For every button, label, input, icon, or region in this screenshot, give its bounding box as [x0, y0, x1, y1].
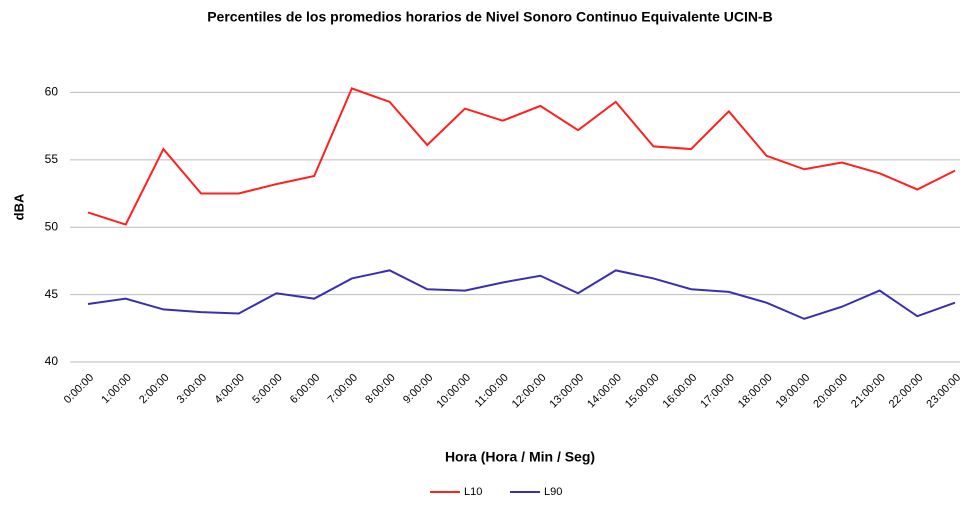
y-tick-label: 55	[45, 152, 59, 166]
x-tick-label: 11:00:00	[473, 372, 511, 410]
series-line	[87, 269, 956, 320]
x-tick-label: 3:00:00	[175, 372, 209, 406]
plot-area	[70, 52, 960, 362]
legend-label: L10	[464, 486, 482, 498]
chart-title: Percentiles de los promedios horarios de…	[207, 9, 773, 25]
x-tick-label: 19:00:00	[774, 372, 813, 411]
x-tick-label: 13:00:00	[547, 372, 586, 411]
x-tick-label: 6:00:00	[288, 372, 322, 406]
x-tick-label: 21:00:00	[849, 372, 888, 411]
x-tick-label: 10:00:00	[434, 372, 473, 411]
x-tick-label: 16:00:00	[661, 372, 700, 411]
y-tick-label: 40	[45, 354, 59, 368]
x-tick-label: 18:00:00	[736, 372, 775, 411]
x-tick-label: 22:00:00	[887, 372, 926, 411]
y-tick-label: 45	[45, 287, 59, 301]
legend-label: L90	[544, 486, 562, 498]
series-line	[87, 87, 956, 226]
x-tick-label: 23:00:00	[924, 372, 963, 411]
y-tick-label: 60	[45, 85, 59, 99]
x-tick-label: 12:00:00	[510, 372, 549, 411]
y-tick-label: 50	[45, 219, 59, 233]
x-tick-label: 1:00:00	[99, 372, 133, 406]
x-tick-label: 20:00:00	[811, 372, 850, 411]
x-tick-label: 4:00:00	[213, 372, 247, 406]
x-tick-label: 14:00:00	[585, 372, 624, 411]
x-tick-label: 7:00:00	[326, 372, 360, 406]
x-axis-label: Hora (Hora / Min / Seg)	[445, 449, 595, 465]
x-tick-label: 15:00:00	[623, 372, 662, 411]
x-tick-label: 0:00:00	[62, 372, 96, 406]
x-tick-label: 17:00:00	[698, 372, 737, 411]
x-tick-label: 8:00:00	[363, 372, 397, 406]
x-tick-label: 5:00:00	[250, 372, 284, 406]
x-tick-label: 2:00:00	[137, 372, 171, 406]
y-axis-label: dBA	[11, 193, 26, 220]
x-tick-label: 9:00:00	[401, 372, 435, 406]
